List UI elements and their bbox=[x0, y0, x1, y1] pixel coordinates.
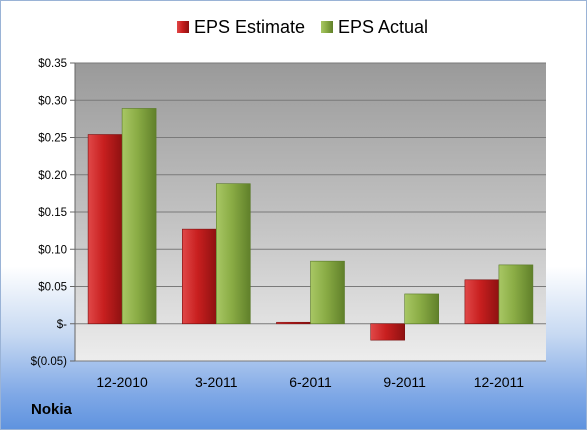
plot-area: $0.35 $0.30 $0.25 $0.20 $0.15 $0.10 $0.05 $- $(0… bbox=[31, 58, 546, 390]
y-tick-label: $0.30 bbox=[38, 95, 67, 107]
x-category-label: 9-2011 bbox=[383, 374, 426, 390]
y-tick-label: $0.20 bbox=[38, 170, 67, 182]
y-tick-label: $0.25 bbox=[38, 133, 67, 145]
actual-bar bbox=[404, 293, 440, 325]
x-category-label: 3-2011 bbox=[195, 374, 238, 390]
legend-swatch-estimate bbox=[177, 21, 189, 33]
y-tick-label: $0.15 bbox=[38, 207, 67, 219]
actual-bar bbox=[310, 260, 345, 325]
estimate-bar bbox=[464, 279, 500, 325]
actual-bar bbox=[216, 183, 251, 325]
y-tick-label: $0.35 bbox=[38, 58, 67, 70]
company-label: Nokia bbox=[31, 401, 72, 418]
x-category-label: 12-2011 bbox=[474, 374, 525, 390]
estimate-bar bbox=[87, 134, 123, 325]
chart-legend: EPS Estimate EPS Actual bbox=[177, 17, 428, 37]
actual-bar bbox=[498, 264, 534, 325]
legend-swatch-actual bbox=[321, 21, 333, 33]
estimate-bar bbox=[370, 323, 406, 341]
y-tick-label: $0.05 bbox=[38, 282, 67, 294]
x-category-label: 6-2011 bbox=[289, 374, 332, 390]
y-tick-label: $0.10 bbox=[38, 244, 67, 256]
legend-label-actual: EPS Actual bbox=[338, 17, 428, 37]
y-tick-label: $(0.05) bbox=[31, 356, 68, 368]
x-category-label: 12-2010 bbox=[96, 374, 148, 390]
legend-label-estimate: EPS Estimate bbox=[194, 17, 305, 37]
estimate-bar bbox=[182, 228, 217, 325]
estimate-bar bbox=[276, 321, 311, 325]
y-tick-label: $- bbox=[57, 319, 67, 331]
actual-bar bbox=[121, 108, 157, 325]
